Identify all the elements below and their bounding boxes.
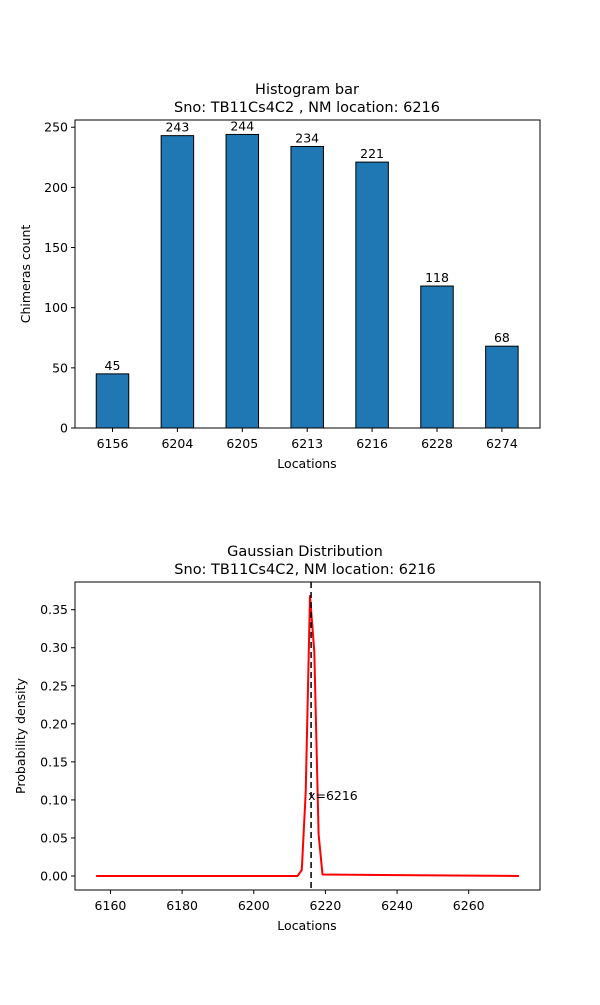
histogram-bar-value-label: 221	[360, 146, 384, 161]
gaussian-y-tick-label: 0.35	[40, 602, 68, 617]
gaussian-x-tick-label: 6220	[310, 898, 342, 913]
histogram-chart: Histogram bar Sno: TB11Cs4C2 , NM locati…	[18, 82, 541, 471]
gaussian-y-tick-label: 0.15	[40, 754, 68, 769]
histogram-y-tick-label: 150	[44, 240, 68, 255]
histogram-bar-value-label: 68	[494, 330, 510, 345]
gaussian-chart: Gaussian Distribution Sno: TB11Cs4C2, NM…	[13, 544, 541, 933]
gaussian-x-axis: 6160 6180 6200 6220 6240 6260	[95, 890, 485, 913]
histogram-bar	[485, 345, 519, 429]
histogram-bars: 45 243 244 234 221 118 68	[95, 118, 519, 429]
gaussian-plot-frame	[74, 581, 541, 891]
histogram-x-tick-label: 6213	[291, 436, 323, 451]
histogram-x-tick-label: 6274	[486, 436, 518, 451]
histogram-title-line1: Histogram bar	[255, 82, 359, 98]
histogram-bar	[355, 161, 389, 429]
histogram-title-line2: Sno: TB11Cs4C2 , NM location: 6216	[174, 100, 440, 116]
histogram-bar-value-label: 45	[105, 358, 121, 373]
histogram-y-tick-label: 250	[44, 120, 68, 135]
histogram-y-tick-label: 0	[60, 421, 68, 436]
histogram-x-tick-label: 6228	[421, 436, 453, 451]
histogram-y-tick-label: 100	[44, 300, 68, 315]
gaussian-x-tick-label: 6200	[238, 898, 270, 913]
histogram-x-label: Locations	[277, 456, 336, 471]
histogram-y-tick-label: 50	[52, 360, 68, 375]
gaussian-x-tick-label: 6180	[166, 898, 198, 913]
gaussian-y-tick-label: 0.30	[40, 640, 68, 655]
histogram-bar	[160, 135, 195, 429]
histogram-bar	[290, 145, 324, 429]
histogram-bar-value-label: 234	[295, 130, 319, 145]
gaussian-x-tick-label: 6260	[453, 898, 485, 913]
histogram-bar	[95, 373, 130, 429]
histogram-x-tick-label: 6204	[161, 436, 193, 451]
gaussian-title-line1: Gaussian Distribution	[227, 544, 383, 560]
gaussian-y-label: Probability density	[13, 677, 28, 793]
histogram-x-axis: 6156 6204 6205 6213 6216 6228 6274	[97, 428, 518, 451]
histogram-bar	[420, 285, 454, 429]
histogram-y-axis: 0 50 100 150 200 250	[44, 120, 75, 436]
gaussian-y-axis: 0.00 0.05 0.10 0.15 0.20 0.25 0.30 0.35	[40, 602, 75, 884]
gaussian-y-tick-label: 0.05	[40, 830, 68, 845]
gaussian-x-tick-label: 6160	[95, 898, 127, 913]
gaussian-y-tick-label: 0.10	[40, 792, 68, 807]
histogram-x-tick-label: 6216	[356, 436, 388, 451]
gaussian-x-label: Locations	[277, 918, 336, 933]
gaussian-y-tick-label: 0.00	[40, 869, 68, 884]
gaussian-y-tick-label: 0.20	[40, 716, 68, 731]
histogram-x-tick-label: 6156	[97, 436, 129, 451]
histogram-y-label: Chimeras count	[18, 225, 33, 324]
gaussian-curve	[96, 595, 519, 877]
histogram-bar-value-label: 244	[230, 118, 254, 133]
histogram-plot-frame	[74, 119, 541, 429]
gaussian-y-tick-label: 0.25	[40, 678, 68, 693]
histogram-bar-value-label: 118	[425, 270, 449, 285]
histogram-x-tick-label: 6205	[226, 436, 258, 451]
histogram-bar	[225, 133, 260, 429]
histogram-y-tick-label: 200	[44, 180, 68, 195]
gaussian-x-tick-label: 6240	[381, 898, 413, 913]
nm-location-annotation: x=6216	[308, 788, 358, 803]
histogram-bar-value-label: 243	[165, 120, 189, 135]
gaussian-title-line2: Sno: TB11Cs4C2, NM location: 6216	[174, 562, 435, 578]
